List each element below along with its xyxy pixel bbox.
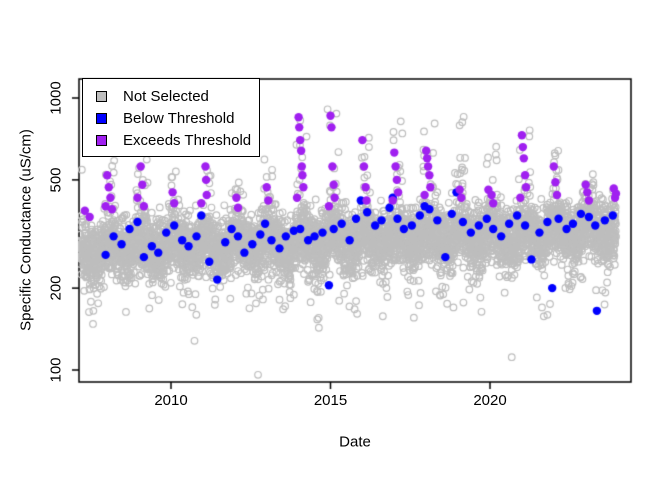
y-tick-label: 100: [47, 357, 65, 383]
legend: Not Selected Below Threshold Exceeds Thr…: [82, 78, 260, 157]
legend-label-below-threshold: Below Threshold: [123, 109, 235, 127]
legend-label-exceeds-threshold: Exceeds Threshold: [123, 131, 252, 149]
y-tick-label: 500: [47, 167, 65, 193]
below-threshold-swatch-icon: [96, 112, 107, 124]
not-selected-swatch-icon: [96, 90, 107, 102]
legend-label-not-selected: Not Selected: [123, 87, 209, 105]
y-tick-label: 200: [47, 275, 65, 301]
x-tick-label: 2010: [154, 392, 188, 409]
x-tick-label: 2015: [313, 392, 348, 409]
x-axis-title: Date: [339, 433, 371, 451]
x-tick-label: 2020: [473, 392, 507, 409]
legend-row-below-threshold: Below Threshold: [83, 107, 259, 129]
y-tick-label: 1000: [47, 81, 65, 115]
legend-row-exceeds-threshold: Exceeds Threshold: [83, 129, 259, 151]
legend-row-not-selected: Not Selected: [83, 85, 259, 107]
exceeds-threshold-swatch-icon: [96, 134, 107, 146]
y-axis-title: Specific Conductance (uS/cm): [17, 129, 35, 331]
